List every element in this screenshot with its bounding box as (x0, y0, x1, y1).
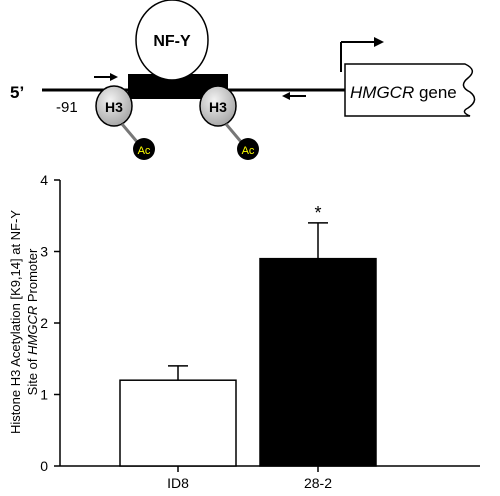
y-tick-label: 2 (40, 315, 48, 331)
histone-h3-left: H3 Ac (95, 85, 155, 160)
bar-chart: 0 1 2 3 4 ID8 28-2 * Histone H3 Acetylation [… (8, 172, 480, 491)
bars: * (119, 203, 377, 467)
x-tick-label: ID8 (167, 475, 189, 491)
y-tick-label: 4 (40, 172, 48, 188)
five-prime-label: 5’ (10, 83, 24, 102)
y-tick-label: 1 (40, 387, 48, 403)
gene-label: HMGCR gene (350, 83, 457, 102)
nfy-protein (135, 0, 209, 81)
y-tick-label: 3 (40, 244, 48, 260)
y-axis-label-line1: Histone H3 Acetylation [K9,14] at NF-Y (8, 210, 23, 434)
forward-primer-arrow (94, 73, 118, 81)
acetyl-label-right: Ac (242, 145, 255, 157)
hmgcr-gene-box (344, 63, 476, 117)
x-axis: ID8 28-2 (60, 465, 480, 491)
y-axis: 0 1 2 3 4 (40, 172, 61, 474)
histone-h3-right: H3 Ac (199, 85, 259, 160)
transcription-start-arrow (340, 37, 384, 72)
promoter-diagram: 5’ -91 NF-Y H3 Ac (10, 0, 476, 160)
bar-id8 (119, 379, 237, 467)
nfy-label: NF-Y (153, 33, 191, 50)
x-tick-label: 28-2 (304, 475, 332, 491)
significance-marker: * (314, 203, 321, 223)
y-tick-label: 0 (40, 458, 48, 474)
reverse-primer-arrow (282, 92, 306, 100)
acetyl-label-left: Ac (138, 145, 151, 157)
position-label: -91 (56, 99, 78, 116)
svg-text:H3: H3 (209, 99, 227, 115)
y-axis-label-line2: Site of HMGCR Promoter (25, 248, 40, 395)
svg-text:H3: H3 (105, 99, 123, 115)
bar-28-2 (259, 257, 377, 467)
